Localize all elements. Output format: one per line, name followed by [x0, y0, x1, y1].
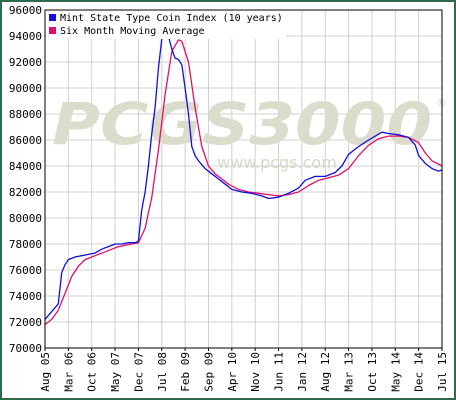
x-tick-label: Sep 09 — [202, 352, 215, 392]
legend: Mint State Type Coin Index (10 years) Si… — [46, 11, 286, 39]
y-tick-label: 90000 — [9, 82, 42, 95]
x-tick-label: Jul 08 — [156, 352, 169, 392]
plot-background — [45, 10, 442, 348]
y-tick-label: 74000 — [9, 290, 42, 303]
series-line-moving-average — [44, 39, 443, 326]
watermark: PCGS3000 ® www.pcgs.com — [52, 90, 447, 172]
plot-border — [44, 9, 443, 349]
y-tick-label: 80000 — [9, 212, 42, 225]
x-tick-label: Mar 06 — [62, 352, 75, 392]
legend-swatch-index — [49, 14, 56, 21]
x-tick-label: Mar 13 — [343, 352, 356, 392]
x-tick-label: Aug 05 — [39, 352, 52, 392]
watermark-brand: PCGS3000 — [52, 90, 432, 158]
watermark-url: www.pcgs.com — [217, 153, 337, 172]
legend-background — [46, 11, 286, 39]
axes — [44, 9, 443, 351]
y-tick-label: 76000 — [9, 264, 42, 277]
y-tick-label: 70000 — [9, 342, 42, 355]
x-tick-label: Oct 06 — [86, 352, 99, 392]
x-tick-label: Jul 15 — [436, 352, 449, 392]
y-tick-label: 86000 — [9, 134, 42, 147]
legend-label-index: Mint State Type Coin Index (10 years) — [60, 13, 283, 24]
y-tick-label: 96000 — [9, 4, 42, 17]
x-tick-label: Jun 11 — [273, 352, 286, 392]
x-tick-label: Oct 13 — [366, 352, 379, 392]
x-tick-label: May 14 — [389, 352, 402, 392]
x-tick-label: May 07 — [109, 352, 122, 392]
x-tick-label: Nov 10 — [249, 352, 262, 392]
series-line-index — [44, 32, 443, 320]
y-tick-label: 88000 — [9, 108, 42, 121]
x-tick-label: Apr 10 — [226, 352, 239, 392]
y-tick-label: 82000 — [9, 186, 42, 199]
y-tick-label: 78000 — [9, 238, 42, 251]
legend-label-average: Six Month Moving Average — [60, 26, 205, 37]
series-lines — [44, 32, 443, 326]
x-tick-label: Jan 12 — [296, 352, 309, 392]
x-tick-label: Feb 09 — [179, 352, 192, 392]
y-tick-label: 94000 — [9, 30, 42, 43]
y-tick-label: 92000 — [9, 56, 42, 69]
x-tick-label: Aug 12 — [319, 352, 332, 392]
y-tick-label: 84000 — [9, 160, 42, 173]
legend-swatch-average — [49, 27, 56, 34]
y-tick-label: 72000 — [9, 316, 42, 329]
x-tick-label: Dec 14 — [413, 352, 426, 392]
y-axis-ticks: 70000 72000 74000 76000 78000 80000 82000 84000… — [9, 4, 42, 355]
x-tick-label: Dec 07 — [132, 352, 145, 392]
x-axis-ticks: Aug 05 Mar 06 Oct 06 May 07 Dec 07 Jul 08 Feb … — [39, 352, 449, 392]
